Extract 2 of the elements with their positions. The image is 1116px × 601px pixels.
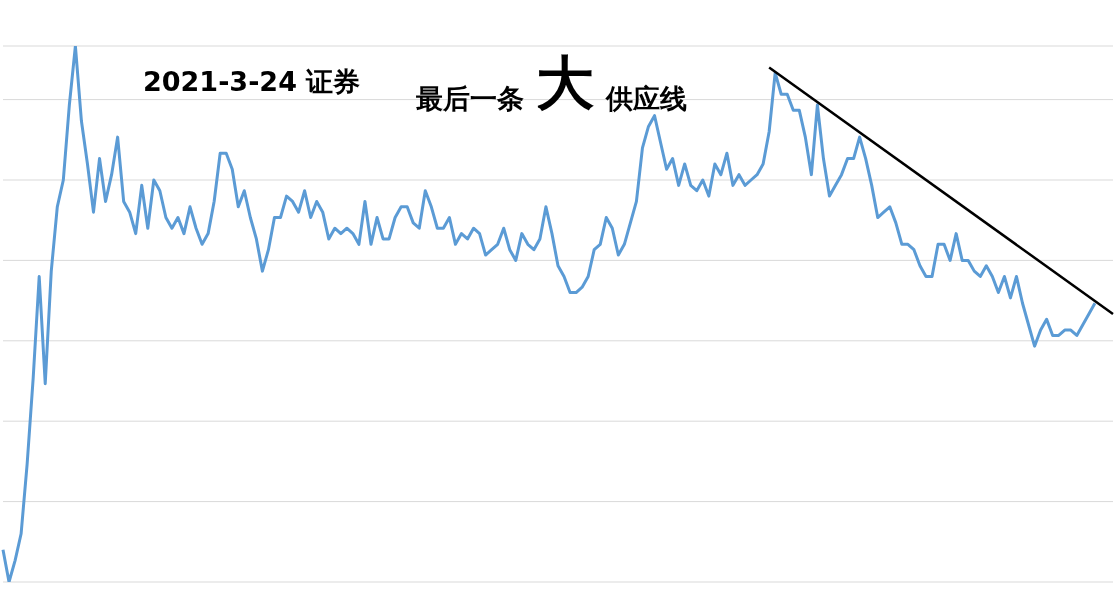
chart-subtitle: 最后一条 大 供应线	[416, 49, 687, 117]
text: 2021-3-24 证券	[143, 65, 361, 99]
